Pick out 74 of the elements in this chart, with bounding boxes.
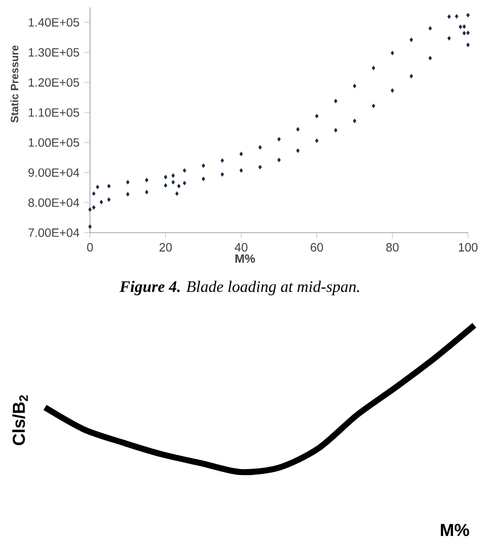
point bbox=[258, 145, 262, 150]
point bbox=[220, 158, 224, 163]
point bbox=[107, 197, 111, 202]
point bbox=[100, 200, 104, 204]
point bbox=[145, 178, 148, 182]
point bbox=[182, 168, 186, 173]
y-tick-label: 1.30E+05 bbox=[28, 48, 80, 57]
point bbox=[334, 128, 338, 132]
x-tick-label: 20 bbox=[160, 243, 172, 252]
y-tick-label: 8.00E+04 bbox=[28, 198, 80, 207]
point bbox=[372, 104, 376, 108]
point bbox=[428, 26, 432, 31]
y-tick-label: 7.00E+04 bbox=[28, 228, 80, 237]
point bbox=[175, 191, 179, 196]
point bbox=[458, 24, 462, 29]
point bbox=[88, 207, 92, 212]
point bbox=[334, 98, 338, 104]
point bbox=[428, 56, 432, 60]
point bbox=[258, 165, 262, 170]
point bbox=[171, 173, 175, 178]
point bbox=[410, 38, 413, 42]
point bbox=[164, 183, 168, 188]
x-axis-title: M% bbox=[440, 524, 470, 536]
y-axis-title: Cls/B$_{2}$ bbox=[12, 395, 28, 446]
point bbox=[390, 88, 394, 93]
text: Figure 4. Blade loading at mid-span. bbox=[120, 280, 359, 296]
point bbox=[372, 66, 376, 70]
point bbox=[202, 164, 206, 168]
point bbox=[410, 74, 413, 78]
point bbox=[277, 137, 281, 142]
point bbox=[447, 36, 451, 40]
point bbox=[296, 127, 300, 132]
point bbox=[462, 24, 466, 29]
point bbox=[96, 184, 100, 190]
y-tick-label: 9.00E+04 bbox=[28, 168, 80, 177]
point bbox=[315, 114, 318, 118]
point bbox=[164, 174, 168, 180]
y-tick-label: 1.10E+05 bbox=[28, 108, 80, 117]
y-axis-title: Static Pressure bbox=[10, 46, 18, 122]
point bbox=[126, 192, 130, 196]
point bbox=[315, 138, 318, 143]
point bbox=[454, 14, 458, 18]
point bbox=[466, 42, 470, 48]
point bbox=[92, 191, 96, 196]
point bbox=[182, 180, 186, 186]
point bbox=[88, 224, 92, 229]
point bbox=[447, 14, 451, 19]
y-tick-label: 1.20E+05 bbox=[28, 78, 80, 87]
x-tick-label: 100 bbox=[458, 243, 478, 252]
x-tick-label: 80 bbox=[386, 243, 399, 252]
point bbox=[466, 30, 470, 36]
point bbox=[466, 13, 470, 18]
point bbox=[177, 184, 180, 188]
y-tick-label: 1.40E+05 bbox=[28, 18, 80, 27]
point bbox=[126, 180, 130, 184]
point bbox=[107, 184, 111, 188]
point bbox=[145, 190, 148, 194]
point bbox=[92, 205, 96, 210]
x-tick-label: 60 bbox=[310, 243, 324, 252]
y-tick-label: 1.00E+05 bbox=[28, 138, 80, 147]
point bbox=[240, 152, 243, 156]
point bbox=[462, 31, 466, 36]
point bbox=[240, 168, 243, 173]
point bbox=[296, 148, 300, 153]
point bbox=[352, 118, 356, 124]
point bbox=[277, 158, 281, 162]
point bbox=[390, 50, 394, 56]
point bbox=[352, 84, 356, 88]
point bbox=[220, 172, 224, 177]
x-tick-label: 40 bbox=[234, 243, 248, 252]
x-tick-label: 0 bbox=[87, 243, 93, 252]
x-axis-title: M% bbox=[235, 254, 255, 263]
point bbox=[171, 180, 175, 184]
point bbox=[202, 176, 206, 182]
